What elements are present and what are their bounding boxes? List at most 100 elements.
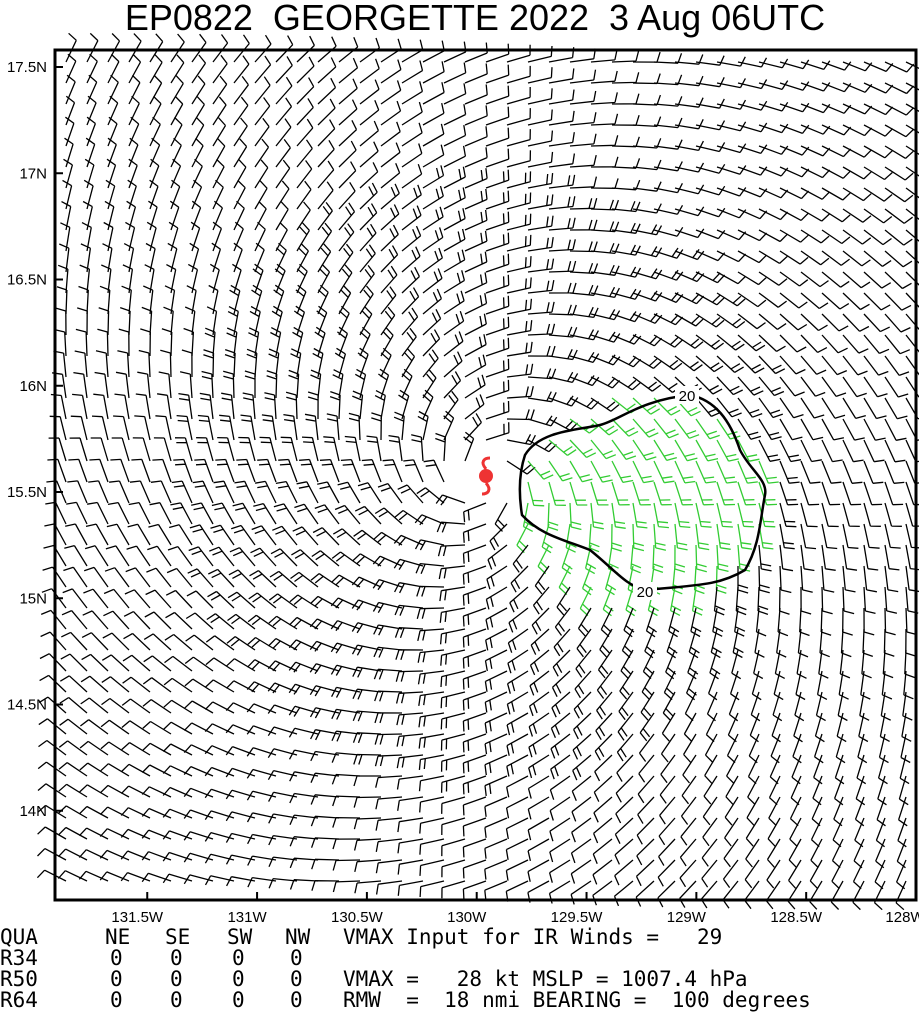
wind-barb (169, 524, 193, 546)
wind-barb (269, 570, 298, 588)
wind-barb (309, 663, 340, 675)
wind-barb (613, 880, 634, 907)
wind-barb (716, 313, 746, 329)
wind-barb (527, 215, 554, 231)
wind-barb (625, 586, 637, 617)
wind-barb (401, 266, 420, 294)
wind-barb (569, 306, 599, 319)
wind-barb (38, 739, 67, 756)
wind-barb (106, 523, 130, 546)
wind-barb (57, 870, 88, 882)
wind-barb (484, 712, 508, 734)
wind-barb (573, 712, 592, 740)
wind-barb (170, 33, 185, 63)
wind-barb (800, 544, 815, 572)
wind-barb (352, 688, 382, 700)
info-text: VMAX Input for IR Winds = 29 (343, 925, 722, 949)
wind-barb (150, 480, 172, 504)
wind-barb (118, 328, 130, 357)
wind-barb (778, 586, 790, 615)
wind-barb (757, 586, 769, 616)
wind-barb (590, 418, 619, 436)
wind-barb (758, 397, 784, 419)
wind-barb (716, 502, 733, 528)
wind-barb (57, 264, 69, 294)
wind-barb (380, 286, 397, 315)
wind-barb (169, 200, 180, 231)
wind-barb (338, 264, 353, 294)
wind-barb (128, 54, 142, 84)
wind-barb (443, 270, 466, 294)
wind-barb (716, 439, 739, 462)
wind-barb (212, 221, 223, 252)
wind-barb (439, 607, 466, 623)
wind-barb (443, 62, 467, 84)
wind-barb (549, 796, 571, 821)
wind-barb (380, 142, 401, 168)
wind-barb (879, 712, 890, 742)
wind-barb (221, 392, 235, 420)
wind-barb (548, 481, 566, 506)
wind-barb (548, 196, 576, 210)
wind-barb (800, 565, 813, 593)
wind-barb (884, 313, 911, 333)
wind-barb (107, 33, 121, 63)
wind-barb (674, 228, 705, 239)
wind-barb (485, 169, 510, 189)
wind-barb (187, 568, 214, 588)
wind-barb (795, 670, 806, 701)
wind-barb (417, 649, 445, 663)
wind-barb (527, 258, 555, 273)
wind-barb (440, 775, 466, 793)
wind-barb (359, 265, 375, 294)
wind-barb (163, 699, 193, 714)
wind-barb (94, 371, 109, 399)
wind-barb (443, 390, 459, 420)
wind-barb (527, 368, 557, 380)
wind-barb (863, 586, 876, 615)
x-tick-label: 130.5W (331, 909, 384, 926)
wind-barb (443, 104, 467, 126)
wind-barb (779, 355, 806, 375)
wind-barb (704, 754, 718, 784)
wind-barb (296, 35, 315, 63)
wind-barb (164, 655, 193, 672)
wind-barb (296, 481, 319, 504)
wind-barb (620, 649, 634, 679)
wind-barb (204, 766, 235, 777)
wind-barb (569, 133, 597, 147)
wind-barb (397, 484, 424, 504)
wind-barb (800, 313, 828, 332)
wind-barb (37, 826, 67, 840)
wind-barb (789, 817, 802, 847)
wind-barb (164, 633, 193, 651)
wind-barb (267, 704, 298, 714)
wind-barb (66, 501, 88, 525)
wind-barb (338, 78, 358, 105)
wind-barb (842, 481, 862, 506)
wind-barb (443, 145, 467, 168)
wind-barb (464, 292, 488, 315)
wind-barb (273, 503, 298, 525)
wind-barb (418, 754, 445, 770)
wind-barb (637, 775, 655, 804)
wind-barb (554, 607, 571, 636)
wind-barb (724, 796, 739, 826)
wind-barb (246, 747, 277, 757)
wind-barb (246, 725, 277, 735)
wind-barb (548, 89, 575, 105)
wind-barb (842, 544, 858, 571)
wind-barb (884, 187, 914, 203)
wind-barb (233, 179, 246, 210)
wind-barb (416, 487, 445, 504)
wind-barb (527, 775, 550, 799)
wind-barb (120, 807, 151, 819)
wind-barb (462, 691, 487, 711)
table-cell: 0 (232, 946, 245, 970)
wind-barb (219, 414, 235, 441)
wind-barb (275, 97, 293, 126)
wind-barb (310, 369, 322, 399)
contour-label: 20 (637, 584, 654, 601)
wind-barb (183, 744, 214, 756)
wind-barb (842, 376, 867, 398)
